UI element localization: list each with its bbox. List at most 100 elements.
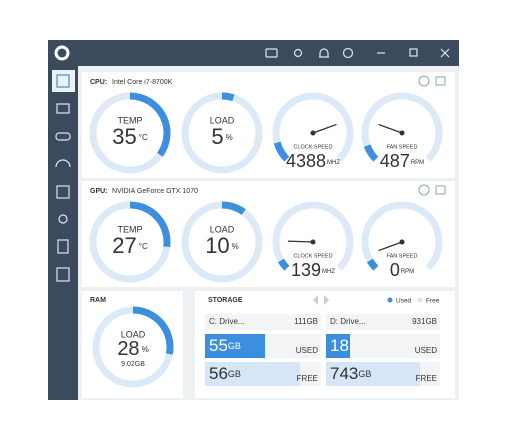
gauge-label: FAN SPEED	[387, 253, 418, 259]
bell-icon[interactable]	[319, 48, 329, 58]
gauge-label: LOAD	[121, 329, 146, 339]
used-unit: GB	[228, 341, 241, 351]
used-bar	[326, 334, 350, 358]
drive-header	[205, 314, 321, 330]
gauge-arc	[129, 201, 171, 248]
legend-free-dot	[417, 297, 423, 303]
gpu-panel	[82, 181, 455, 287]
gauge-unit: °C	[139, 242, 148, 251]
light-icon[interactable]	[58, 214, 68, 224]
drive-size: 111GB	[294, 317, 318, 326]
gauge-number: 28	[117, 338, 139, 360]
ram-title: RAM	[90, 297, 106, 304]
gauge-number: 0	[390, 260, 400, 280]
gauge-arc	[363, 144, 379, 162]
gauge-number: 27	[112, 233, 136, 258]
legend-free: Free	[426, 298, 440, 305]
free-label: FREE	[416, 374, 437, 383]
free-number: 743	[330, 364, 358, 383]
fan-icon[interactable]	[56, 185, 70, 199]
gauge-arc	[366, 258, 379, 271]
gpu-label: GPU:	[90, 188, 108, 195]
cpu-name: Intel Core i7-8700K	[112, 79, 173, 86]
free-number: 56	[209, 364, 228, 383]
gauge-value: 27 °C	[112, 233, 148, 258]
gauge-value: 5%	[211, 124, 232, 149]
drive-header	[326, 314, 440, 330]
cpu-icon-a[interactable]	[418, 75, 430, 87]
used-number: 18	[330, 336, 349, 355]
close-button[interactable]	[440, 48, 450, 58]
sidebar	[48, 66, 78, 400]
gauge-label: TEMP	[117, 224, 142, 234]
gauge-value: 487RPM	[380, 151, 424, 171]
gauge-value: 4388MHZ	[286, 151, 340, 171]
gauge-track	[361, 92, 443, 162]
gauge-needle	[378, 123, 403, 134]
gauge-hub	[399, 130, 405, 136]
free-value: 56GB	[209, 364, 241, 383]
gauge-number: 4388	[286, 151, 326, 171]
gauge-arc	[129, 92, 171, 157]
gauge-label: CLOCK SPEED	[293, 253, 332, 259]
gauge-number: 139	[291, 260, 321, 280]
gauge-unit: MHZ	[327, 160, 340, 166]
gauge-value: 10%	[205, 233, 239, 258]
maximize-button[interactable]	[409, 48, 418, 57]
legend-used: Used	[396, 298, 412, 305]
gauge-needle	[287, 240, 314, 243]
drive-name: C: Drive...	[209, 317, 245, 326]
gauge-hub	[399, 239, 405, 245]
used-value: 55GB	[209, 336, 241, 355]
free-label: FREE	[297, 374, 318, 383]
gauge-number: 35	[112, 124, 136, 149]
used-label: USED	[296, 346, 318, 355]
drive-size: 931GB	[412, 317, 437, 326]
list-icon[interactable]	[57, 239, 69, 254]
gauge-needle	[312, 123, 337, 134]
used-number: 55	[209, 336, 228, 355]
gauge-label: CLOCK SPEED	[293, 144, 332, 150]
dashboard-icon[interactable]	[56, 74, 70, 88]
gauge-value: 28%	[117, 338, 148, 360]
gamepad-icon[interactable]	[55, 132, 71, 141]
gpu-name: NVIDIA GeForce GTX 1070	[112, 188, 198, 195]
free-bar	[205, 362, 300, 386]
legend-used-dot	[387, 297, 393, 303]
gauge-number: 5	[211, 124, 223, 149]
brightness-icon[interactable]	[293, 48, 303, 58]
gauge-unit: %	[226, 133, 233, 142]
sidebar-active[interactable]	[52, 70, 75, 92]
gauge-unit: MHZ	[322, 269, 335, 275]
used-bar	[205, 334, 265, 358]
gauge-value: 35 °C	[112, 124, 148, 149]
free-value: 743GB	[330, 364, 371, 383]
speed-icon[interactable]	[55, 159, 71, 168]
gauge-unit: RPM	[401, 269, 414, 275]
cpu-icon-b[interactable]	[435, 76, 446, 86]
monitor-icon[interactable]	[56, 103, 70, 114]
free-unit: GB	[358, 369, 371, 379]
used-label: USED	[415, 346, 437, 355]
used-value: 18	[330, 336, 349, 355]
gauge-number: 10	[205, 233, 229, 258]
camera-icon[interactable]	[265, 48, 278, 58]
cpu-panel	[82, 72, 455, 178]
free-unit: GB	[228, 369, 241, 379]
storage-title: STORAGE	[208, 297, 243, 304]
storage-arrows[interactable]	[313, 295, 329, 305]
gauge-arc	[273, 141, 290, 162]
gauge-unit: RPM	[411, 160, 424, 166]
gauge-arc	[132, 306, 174, 355]
gpu-icon-b[interactable]	[435, 185, 446, 195]
gauge-arc	[221, 92, 235, 102]
gauge-hub	[310, 130, 316, 136]
gauge-unit: %	[142, 345, 149, 354]
gauge-number: 487	[380, 151, 410, 171]
settings-icon[interactable]	[342, 47, 354, 59]
gauge-label: TEMP	[117, 115, 142, 125]
drive-icon[interactable]	[56, 267, 70, 282]
gpu-icon-a[interactable]	[418, 184, 430, 196]
gauge-label: LOAD	[210, 115, 235, 125]
